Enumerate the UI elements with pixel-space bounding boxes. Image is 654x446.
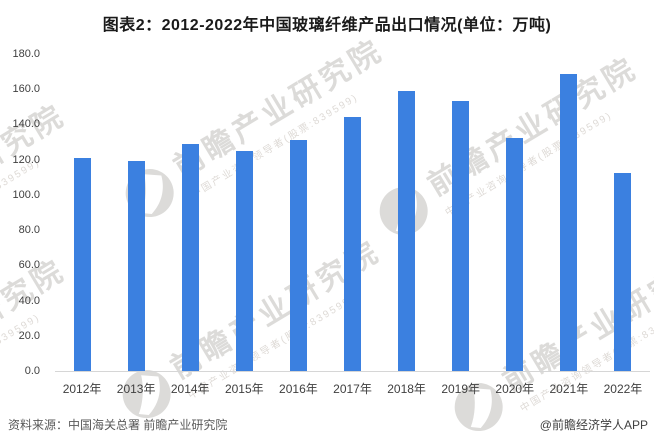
bar-2022年 — [614, 172, 632, 371]
y-axis-tick-label: 160.0 — [12, 83, 40, 96]
y-axis-tick-label: 0.0 — [24, 365, 40, 377]
source-note: 资料来源：中国海关总署 前瞻产业研究院 — [8, 418, 228, 432]
x-axis-tick-label: 2017年 — [333, 382, 372, 396]
x-axis-tick-label: 2012年 — [62, 382, 102, 396]
bar-2015年 — [235, 150, 253, 371]
y-axis-tick-label: 100.0 — [12, 188, 40, 201]
y-axis-tick-label: 180.0 — [12, 48, 40, 60]
y-axis-tick-label: 20.0 — [18, 329, 40, 342]
y-axis-tick-label: 80.0 — [18, 224, 40, 237]
y-axis-tick-label: 140.0 — [12, 118, 40, 131]
y-axis-tick-label: 120.0 — [12, 153, 40, 166]
bar-2019年 — [452, 100, 470, 371]
bar-2012年 — [73, 157, 91, 371]
bar-2018年 — [398, 90, 416, 371]
bar-2016年 — [289, 140, 307, 371]
bar-2017年 — [344, 116, 361, 371]
x-axis-tick-label: 2021年 — [549, 382, 589, 396]
y-axis: 180.0 160.0 140.0 120.0 100.0 80.0 60.0 40.0 20.… — [0, 48, 46, 377]
x-axis-tick-label: 2016年 — [279, 382, 318, 396]
chart-title: 图表2：2012-2022年中国玻璃纤维产品出口情况(单位：万吨) — [102, 17, 552, 34]
bar-2014年 — [181, 143, 199, 371]
bar-2020年 — [506, 137, 524, 371]
y-axis-tick-label: 40.0 — [18, 294, 40, 307]
x-axis-tick-label: 2020年 — [495, 382, 535, 396]
x-axis-tick-label: 2019年 — [441, 382, 481, 396]
bar-2021年 — [560, 74, 578, 371]
plot-area — [55, 54, 650, 372]
x-axis-tick-label: 2014年 — [170, 382, 210, 396]
bar-2013年 — [127, 160, 145, 371]
credit-note: @前瞻经济学人APP — [539, 418, 648, 432]
x-axis-tick-label: 2015年 — [224, 382, 264, 396]
x-axis-tick-label: 2013年 — [116, 382, 156, 396]
y-axis-tick-label: 60.0 — [18, 259, 40, 272]
x-axis-tick-label: 2022年 — [603, 382, 643, 396]
x-axis: 2012年 2013年 2014年 2015年 2016年 2017年 2018年 2019年… — [55, 376, 650, 396]
x-axis-tick-label: 2018年 — [387, 382, 426, 396]
